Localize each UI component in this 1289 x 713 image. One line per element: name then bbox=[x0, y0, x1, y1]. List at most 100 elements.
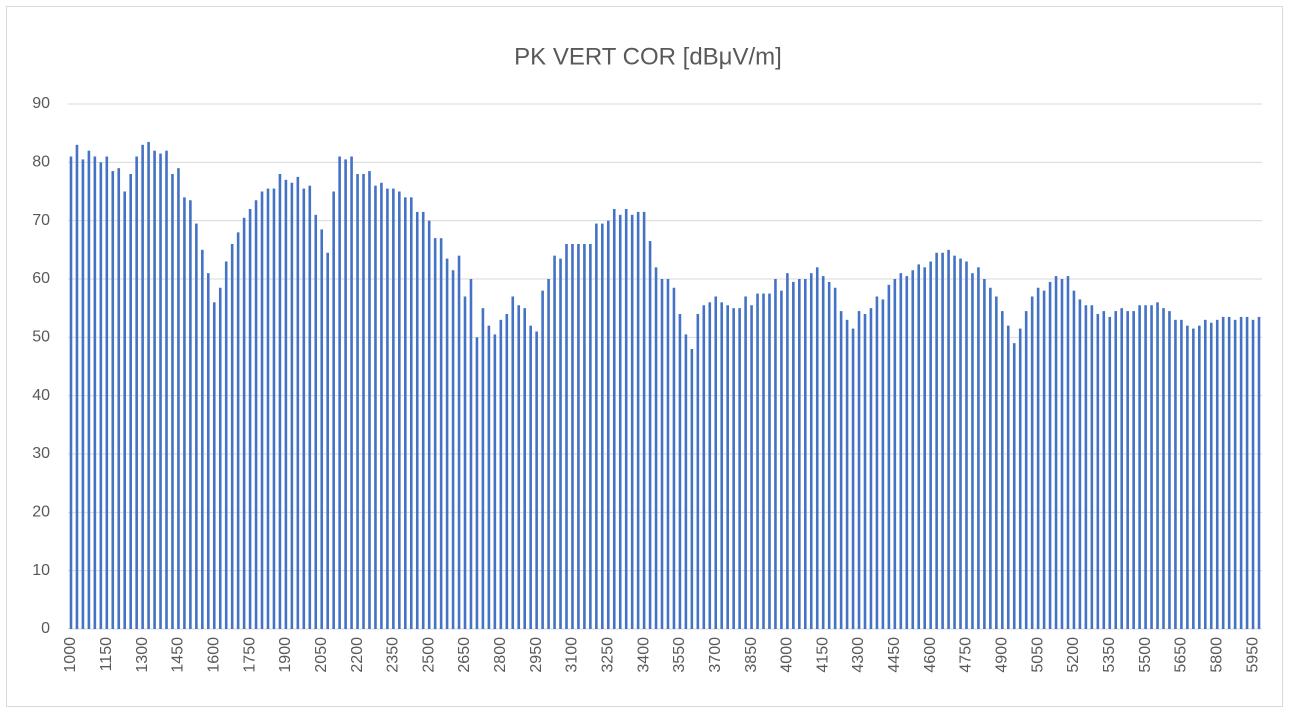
x-tick-label: 4450 bbox=[886, 637, 903, 673]
bar bbox=[421, 211, 425, 629]
bar bbox=[206, 273, 210, 629]
bar bbox=[1084, 305, 1088, 629]
x-tick-label: 2950 bbox=[528, 637, 545, 673]
bar bbox=[427, 220, 431, 629]
bar bbox=[433, 238, 437, 629]
bar bbox=[284, 179, 288, 630]
bar bbox=[618, 214, 622, 630]
bar bbox=[511, 296, 515, 629]
bar bbox=[1138, 305, 1141, 629]
bar bbox=[929, 261, 932, 629]
y-tick-label: 90 bbox=[32, 95, 50, 112]
bar bbox=[1162, 308, 1165, 629]
bar bbox=[326, 252, 329, 629]
bar bbox=[290, 182, 294, 629]
y-tick-label: 60 bbox=[32, 270, 50, 287]
x-tick-label: 2650 bbox=[456, 637, 473, 673]
bar bbox=[935, 252, 938, 629]
bar bbox=[135, 156, 138, 629]
bar bbox=[350, 156, 353, 629]
bar bbox=[845, 319, 849, 629]
bar bbox=[750, 305, 753, 629]
bar bbox=[278, 174, 282, 629]
bar bbox=[499, 319, 503, 629]
bar bbox=[642, 211, 646, 629]
y-tick-label: 0 bbox=[41, 620, 50, 637]
bar bbox=[189, 200, 192, 629]
bar bbox=[1186, 325, 1189, 629]
bar bbox=[738, 308, 741, 629]
bar bbox=[917, 264, 921, 629]
bar bbox=[505, 314, 509, 629]
bar bbox=[857, 311, 861, 629]
x-tick-label: 5650 bbox=[1173, 637, 1190, 673]
x-tick-label: 5350 bbox=[1101, 637, 1118, 673]
bar bbox=[1012, 343, 1016, 629]
bar bbox=[1114, 311, 1118, 629]
bar bbox=[1018, 328, 1022, 629]
bar bbox=[630, 214, 634, 630]
bar bbox=[1042, 290, 1046, 629]
bar bbox=[386, 188, 389, 630]
bar bbox=[1180, 319, 1183, 629]
bar bbox=[923, 267, 926, 629]
bar bbox=[99, 162, 103, 630]
x-tick-label: 3550 bbox=[671, 637, 688, 673]
bar bbox=[559, 258, 562, 629]
bar bbox=[475, 337, 479, 629]
bar bbox=[266, 188, 270, 630]
bar bbox=[606, 220, 610, 629]
bar bbox=[1120, 308, 1124, 629]
bar bbox=[314, 214, 318, 630]
bar bbox=[117, 168, 121, 629]
bar bbox=[1203, 319, 1207, 629]
bar bbox=[141, 144, 144, 630]
bar bbox=[1174, 319, 1177, 629]
bar bbox=[111, 171, 115, 630]
bar bbox=[1024, 311, 1028, 629]
bar bbox=[230, 244, 234, 629]
bar bbox=[153, 150, 156, 629]
bar bbox=[995, 296, 998, 629]
bar bbox=[1209, 322, 1213, 629]
x-tick-label: 2050 bbox=[313, 637, 330, 673]
bar bbox=[159, 153, 162, 630]
bar bbox=[601, 223, 604, 630]
bar bbox=[1048, 281, 1052, 629]
bar bbox=[195, 223, 198, 630]
bar bbox=[129, 174, 132, 629]
bar bbox=[589, 244, 592, 629]
bar bbox=[756, 293, 759, 629]
bar bbox=[344, 159, 347, 629]
bar bbox=[1257, 316, 1261, 629]
bar bbox=[708, 302, 712, 629]
bar bbox=[983, 279, 986, 629]
x-tick-label: 3100 bbox=[564, 637, 581, 673]
bar bbox=[947, 249, 950, 630]
bar bbox=[380, 182, 383, 629]
x-tick-label: 3850 bbox=[743, 637, 760, 673]
bar bbox=[123, 191, 127, 629]
bar bbox=[1192, 328, 1195, 629]
bar bbox=[362, 174, 365, 629]
bar bbox=[1126, 311, 1129, 629]
bar bbox=[768, 293, 771, 629]
x-tick-label: 5950 bbox=[1244, 637, 1261, 673]
bar bbox=[905, 276, 909, 629]
bar bbox=[308, 185, 312, 629]
bar bbox=[1030, 296, 1034, 629]
bar bbox=[583, 244, 586, 629]
bar bbox=[809, 273, 813, 629]
bar bbox=[851, 328, 855, 629]
bar bbox=[839, 311, 843, 629]
bar bbox=[744, 296, 747, 629]
bar bbox=[959, 258, 962, 629]
bar bbox=[660, 279, 664, 629]
bar bbox=[1060, 279, 1064, 629]
x-tick-label: 1600 bbox=[205, 637, 222, 673]
bar bbox=[612, 209, 616, 629]
bar bbox=[624, 209, 628, 629]
bar bbox=[356, 174, 359, 629]
bar bbox=[636, 211, 640, 629]
x-tick-label: 1300 bbox=[134, 637, 151, 673]
